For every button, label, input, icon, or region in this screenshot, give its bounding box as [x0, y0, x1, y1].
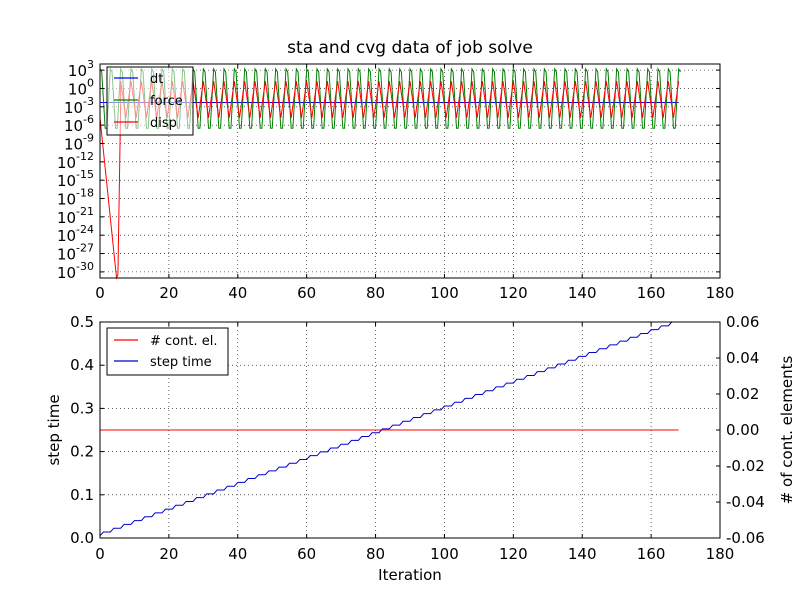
- top-legend-label-force: force: [150, 94, 183, 109]
- top-plot-frame: [99, 63, 721, 279]
- bottom-y-tick-label-right: 0.06: [726, 313, 759, 331]
- bottom-y-tick-label-left: 0.2: [70, 443, 94, 461]
- bottom-grid: [100, 322, 720, 538]
- top-x-tick-label: 180: [706, 284, 735, 302]
- bottom-panel: 0 20 40 60 80 100 120 140 160 180 0.0 0.1 0.2 0.3 0.4…: [45, 313, 796, 584]
- top-x-tick-label: 20: [159, 284, 178, 302]
- bottom-y-tick-label-right: 0.00: [726, 421, 759, 439]
- bottom-legend-box: [106, 327, 229, 376]
- top-series-line-disp: [99, 81, 680, 280]
- top-series: [99, 67, 681, 280]
- top-x-tick-label: 60: [297, 284, 316, 302]
- bottom-x-tick-label: 60: [297, 545, 316, 563]
- top-y-tick-label: 100: [68, 76, 94, 98]
- bottom-x-tick-label: 140: [568, 545, 597, 563]
- top-y-tick-label: 10-24: [57, 223, 94, 245]
- top-x-tick-label: 100: [430, 284, 459, 302]
- bottom-x-tick-label: 20: [159, 545, 178, 563]
- top-y-tick-label: 10-27: [57, 242, 94, 264]
- top-x-tick-label: 160: [637, 284, 666, 302]
- bottom-y-tick-label-left: 0.3: [70, 399, 94, 417]
- bottom-legend-label-step-time: step time: [150, 355, 212, 370]
- top-y-tick-label: 10-18: [57, 187, 94, 209]
- top-x-tick-label: 120: [499, 284, 528, 302]
- bottom-y-tick-label-right: 0.02: [726, 385, 759, 403]
- bottom-x-ticks: 0 20 40 60 80 100 120 140 160 180: [95, 322, 734, 563]
- bottom-y-tick-label-right: -0.02: [726, 457, 765, 475]
- bottom-legend-label-cont-el: # cont. el.: [150, 334, 217, 349]
- top-y-tick-label: 10-3: [64, 95, 94, 117]
- bottom-y-tick-label-left: 0.1: [70, 486, 94, 504]
- bottom-x-tick-label: 100: [430, 545, 459, 563]
- bottom-series: [99, 321, 679, 537]
- bottom-y-ticks-right: -0.06 -0.04 -0.02 0.00 0.02 0.04 0.06: [716, 313, 765, 547]
- bottom-x-axis-label: Iteration: [378, 566, 442, 584]
- bottom-y-tick-label-right: 0.04: [726, 349, 759, 367]
- bottom-series-line-step-time: [99, 321, 679, 537]
- bottom-y-tick-label-right: -0.04: [726, 493, 765, 511]
- bottom-y-axis-label-left: step time: [45, 394, 63, 465]
- bottom-y-tick-label-right: -0.06: [726, 529, 765, 547]
- bottom-y-tick-label-left: 0.0: [70, 529, 94, 547]
- top-y-tick-label: 10-15: [57, 168, 94, 190]
- top-y-tick-label: 10-30: [57, 260, 94, 282]
- bottom-x-tick-label: 180: [706, 545, 735, 563]
- top-y-tick-label: 10-9: [64, 131, 94, 153]
- bottom-y-ticks-left: 0.0 0.1 0.2 0.3 0.4 0.5: [70, 313, 104, 547]
- chart-title: sta and cvg data of job solve: [287, 38, 533, 58]
- top-x-tick-label: 0: [95, 284, 105, 302]
- top-panel: 0 20 40 60 80 100 120 140 160 180 10310010-310-61…: [57, 58, 734, 302]
- bottom-x-tick-label: 160: [637, 545, 666, 563]
- top-legend-label-disp: disp: [150, 116, 177, 131]
- bottom-x-tick-label: 120: [499, 545, 528, 563]
- top-legend-label-dt: dt: [150, 72, 163, 87]
- top-y-ticks: 10310010-310-610-910-1210-1510-1810-2110…: [57, 58, 720, 282]
- bottom-x-tick-label: 40: [228, 545, 247, 563]
- top-x-ticks: 0 20 40 60 80 100 120 140 160 180: [95, 64, 734, 302]
- top-y-tick-label: 103: [68, 58, 94, 80]
- bottom-y-tick-label-left: 0.5: [70, 313, 94, 331]
- top-y-tick-label: 10-12: [57, 150, 94, 172]
- top-x-tick-label: 140: [568, 284, 597, 302]
- bottom-x-tick-label: 80: [366, 545, 385, 563]
- bottom-legend: # cont. el. step time: [106, 327, 229, 376]
- bottom-y-axis-label-right: # of cont. elements: [778, 356, 796, 505]
- top-y-tick-label: 10-21: [57, 205, 94, 227]
- top-y-tick-label: 10-6: [64, 113, 94, 135]
- bottom-y-tick-label-left: 0.4: [70, 356, 94, 374]
- top-x-tick-label: 40: [228, 284, 247, 302]
- top-series-line-force: [99, 67, 681, 129]
- top-x-tick-label: 80: [366, 284, 385, 302]
- bottom-x-tick-label: 0: [95, 545, 105, 563]
- top-legend: dt force disp: [106, 66, 194, 136]
